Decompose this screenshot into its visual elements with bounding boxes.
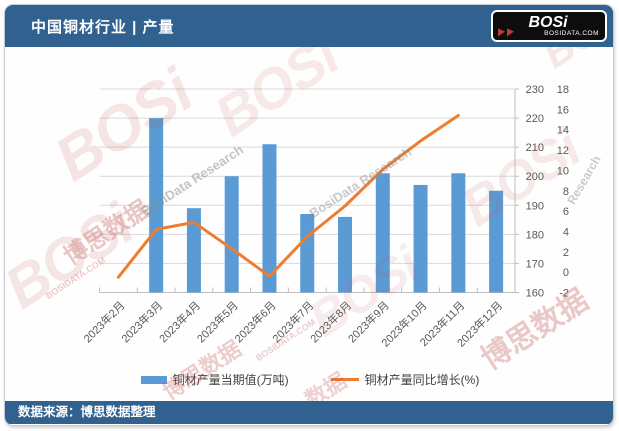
line-series-label: 铜材产量同比增长(%) [364, 373, 480, 387]
bar-2023年9月 [375, 173, 390, 293]
bar-series-label: 铜材产量当期值(万吨) [172, 373, 289, 387]
value-axis-label: 220 [526, 113, 544, 125]
percent-axis-label: 18 [557, 84, 569, 96]
bar-series-swatch [140, 375, 167, 384]
bar-2023年5月 [224, 176, 239, 293]
percent-axis-label: 4 [563, 226, 569, 238]
logo-triangle-icon [498, 27, 514, 37]
percent-axis-label: 14 [557, 125, 569, 137]
percent-axis-label: 10 [557, 165, 569, 177]
value-axis-label: 190 [526, 200, 544, 212]
value-axis-label: 210 [526, 142, 544, 154]
chart-area: 230 220 210 200 190 180 170 160 18 16 14 12 10 8 6 4 2 0 -… [5, 47, 613, 403]
chart-legend: 铜材产量当期值(万吨) 铜材产量同比增长(%) [5, 371, 613, 388]
percent-axis-label: 8 [563, 186, 569, 198]
value-axis-label: 170 [526, 258, 544, 270]
header-bar: 中国铜材行业 | 产量 BOSi BOSIDATA.COM [5, 5, 613, 47]
legend-item-bar: 铜材产量当期值(万吨) [140, 371, 289, 388]
line-series-swatch [330, 378, 359, 381]
footer-bar: 数据来源：博思数据整理 [5, 401, 613, 424]
legend-item-line: 铜材产量同比增长(%) [330, 371, 480, 388]
percent-axis-label: 12 [557, 145, 569, 157]
bosidata-logo: BOSi BOSIDATA.COM [491, 10, 607, 42]
page-title: 中国铜材行业 | 产量 [31, 18, 175, 36]
chart-card: 中国铜材行业 | 产量 BOSi BOSIDATA.COM 230 220 210 2… [4, 4, 614, 426]
bar-2023年3月 [149, 118, 164, 293]
value-axis-label: 160 [526, 288, 544, 300]
percent-axis-label: 0 [563, 267, 569, 279]
chart-svg: 230 220 210 200 190 180 170 160 18 16 14 12 10 8 6 4 2 0 -… [80, 84, 569, 350]
value-axis-label: 230 [526, 84, 544, 96]
logo-site-text: BOSIDATA.COM [544, 30, 599, 37]
bar-2023年8月 [338, 216, 353, 293]
percent-axis-label: 16 [557, 104, 569, 116]
bar-2023年4月 [186, 208, 201, 293]
percent-axis-label: 2 [563, 247, 569, 259]
bar-2023年10月 [413, 184, 428, 293]
bar-2023年12月 [489, 190, 504, 293]
growth-line [116, 114, 460, 279]
logo-brand-text: BOSi [528, 14, 568, 31]
value-axis-label: 200 [526, 171, 544, 183]
value-axis-label: 180 [526, 229, 544, 241]
data-source-text: 数据来源：博思数据整理 [18, 405, 156, 419]
bar-2023年6月 [262, 144, 277, 293]
bar-2023年11月 [451, 173, 466, 293]
percent-axis-label: 6 [563, 206, 569, 218]
percent-axis-label: -2 [559, 288, 569, 300]
bar-2023年7月 [300, 214, 315, 293]
